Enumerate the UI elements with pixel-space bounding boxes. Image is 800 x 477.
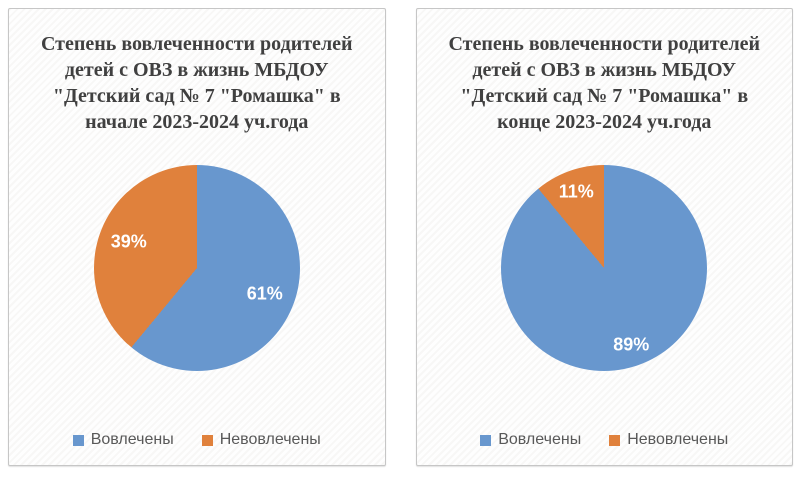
chart-title: Степень вовлеченности родителей детей с … <box>40 33 353 133</box>
pie-chart <box>501 165 708 371</box>
pie-plot-area: 61% 39% <box>93 165 300 371</box>
data-label-involved: 61% <box>246 283 283 304</box>
chart-card-end-of-year: Степень вовлеченности родителей детей с … <box>415 8 793 466</box>
chart-title: Степень вовлеченности родителей детей с … <box>448 33 761 133</box>
legend-swatch-not-involved-icon <box>609 434 621 446</box>
pie-plot-area: 89% 11% <box>501 165 708 371</box>
legend-label-involved: Вовлечены <box>90 431 174 448</box>
legend-swatch-not-involved-icon <box>201 434 213 446</box>
pie-chart <box>93 165 300 371</box>
data-label-not-involved: 39% <box>110 231 147 252</box>
legend-item-involved: Вовлечены <box>480 431 581 449</box>
chart-card-start-of-year: Степень вовлеченности родителей детей с … <box>8 8 386 466</box>
legend-label-involved: Вовлечены <box>498 431 582 448</box>
legend-item-not-involved: Невовлечены <box>201 431 321 449</box>
legend: Вовлечены Невовлечены <box>417 431 793 449</box>
legend-label-not-involved: Невовлечены <box>627 431 729 448</box>
legend-item-not-involved: Невовлечены <box>609 431 728 449</box>
legend-swatch-involved-icon <box>72 434 84 446</box>
legend-label-not-involved: Невовлечены <box>219 431 321 448</box>
legend: Вовлечены Невовлечены <box>9 431 385 449</box>
legend-item-involved: Вовлечены <box>72 431 174 449</box>
data-label-not-involved: 11% <box>558 181 594 202</box>
legend-swatch-involved-icon <box>480 434 492 446</box>
data-label-involved: 89% <box>613 334 650 355</box>
